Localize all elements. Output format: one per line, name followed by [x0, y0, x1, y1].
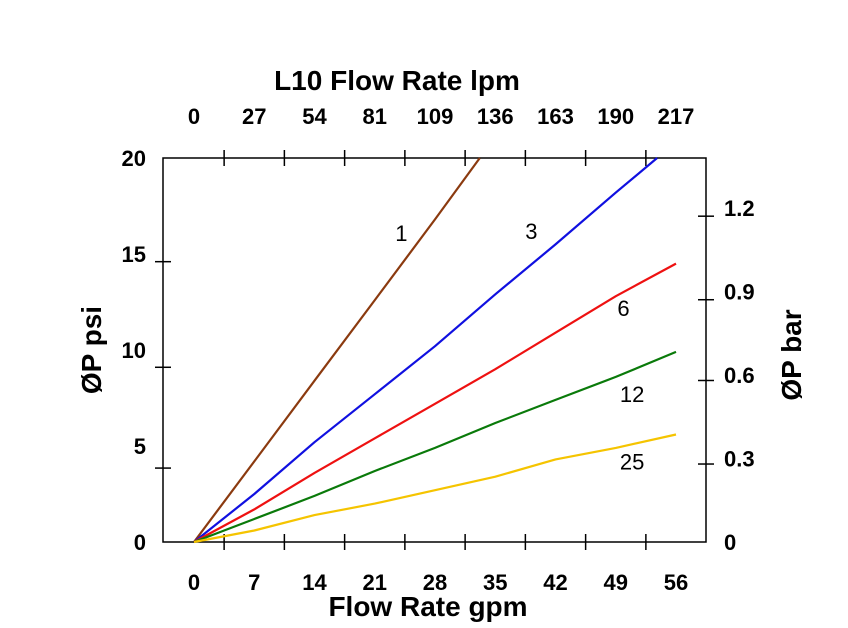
axis-ticks: [155, 150, 714, 550]
y-tick-label: 20: [122, 146, 146, 171]
series-label-12: 12: [620, 382, 644, 407]
x-tick-label: 0: [188, 570, 200, 595]
tick-labels: 0072714542181281093513642163491905621705…: [122, 104, 755, 595]
top-tick-label: 0: [188, 104, 200, 129]
series-label-25: 25: [620, 449, 644, 474]
top-tick-label: 136: [477, 104, 514, 129]
x-tick-label: 21: [363, 570, 387, 595]
top-tick-label: 163: [537, 104, 574, 129]
right-tick-label: 1.2: [724, 196, 755, 221]
x-tick-label: 49: [604, 570, 628, 595]
series-line-3: [193, 157, 658, 543]
series-label-6: 6: [617, 296, 629, 321]
x-axis-title: Flow Rate gpm: [328, 591, 527, 622]
y-tick-label: 10: [122, 338, 146, 363]
x-tick-label: 7: [248, 570, 260, 595]
series-label-1: 1: [395, 221, 407, 246]
top-tick-label: 190: [597, 104, 634, 129]
right-tick-label: 0.3: [724, 446, 755, 471]
top-tick-label: 27: [242, 104, 266, 129]
series-line-25: [193, 433, 677, 544]
top-tick-label: 54: [302, 104, 327, 129]
x-tick-label: 35: [483, 570, 507, 595]
right-tick-label: 0.9: [724, 279, 755, 304]
top-tick-label: 109: [417, 104, 454, 129]
top-tick-label: 81: [363, 104, 387, 129]
top-axis-title: L10 Flow Rate lpm: [274, 65, 520, 96]
y-axis-title: ØP psi: [76, 306, 107, 394]
series-line-12: [193, 350, 677, 544]
series-line-6: [193, 262, 677, 543]
series-lines: 1 3 6 12 25: [193, 157, 677, 544]
x-tick-label: 28: [423, 570, 447, 595]
x-tick-label: 42: [543, 570, 567, 595]
x-tick-label: 14: [302, 570, 327, 595]
y-tick-label: 0: [134, 530, 146, 555]
right-axis-title: ØP bar: [776, 309, 807, 400]
x-tick-label: 56: [664, 570, 688, 595]
y-tick-label: 5: [134, 434, 146, 459]
series-line-1: [193, 157, 481, 543]
series-label-3: 3: [525, 219, 537, 244]
y-tick-label: 15: [122, 242, 146, 267]
right-tick-label: 0: [724, 530, 736, 555]
top-tick-label: 217: [658, 104, 695, 129]
plot-frame: [162, 157, 707, 543]
right-tick-label: 0.6: [724, 363, 755, 388]
